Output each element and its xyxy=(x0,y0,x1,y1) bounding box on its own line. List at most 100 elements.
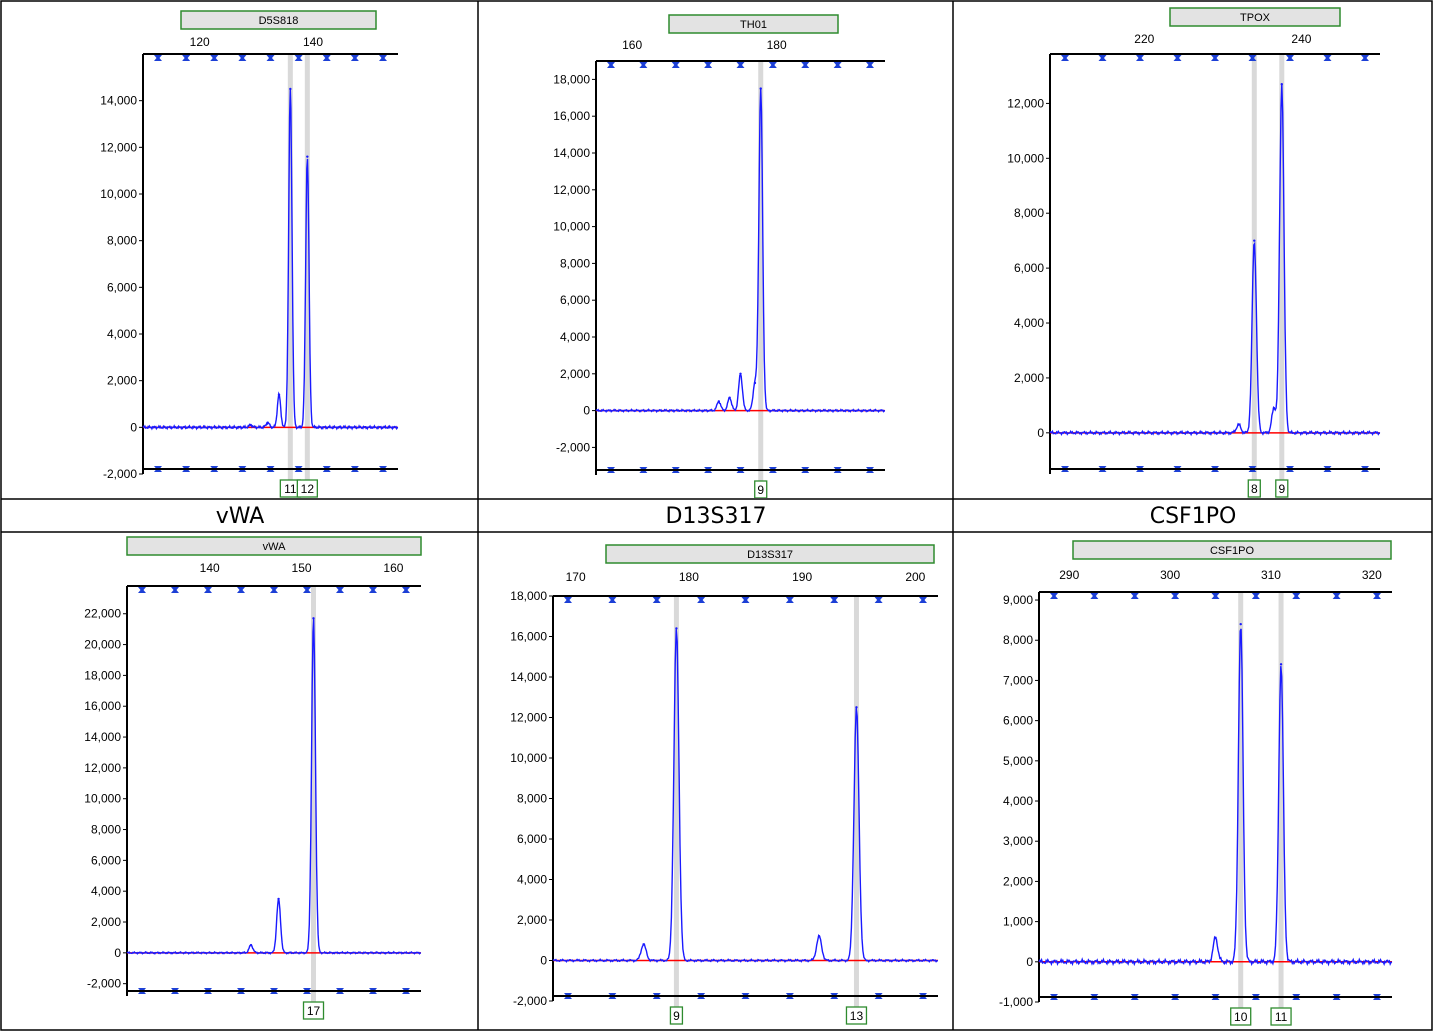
bin-marker-top xyxy=(322,55,331,61)
y-tick-label: 8,000 xyxy=(560,256,590,270)
bin-marker-top xyxy=(671,62,680,68)
peak-point xyxy=(739,372,742,375)
bin-marker-top xyxy=(564,597,572,603)
bin-marker-top xyxy=(919,597,927,603)
bin-marker-top xyxy=(303,587,311,593)
y-tick-label: 0 xyxy=(114,946,121,960)
bin-marker-top xyxy=(736,62,745,68)
allele-label: 8 xyxy=(1251,482,1258,496)
caption-vwa: vWA xyxy=(215,503,265,529)
y-tick-label: 1,000 xyxy=(1003,915,1033,929)
x-tick-label: 180 xyxy=(679,570,699,584)
signal-trace xyxy=(1038,628,1393,967)
y-tick-label: 6,000 xyxy=(1003,714,1033,728)
bin-marker-top xyxy=(608,597,617,603)
bin-marker-top xyxy=(138,587,146,593)
bin-marker-top xyxy=(171,587,179,593)
bin-marker-top xyxy=(704,62,713,68)
peak-point xyxy=(855,706,858,709)
signal-trace xyxy=(1049,84,1381,437)
bin-marker-top xyxy=(294,55,303,61)
bin-marker-top xyxy=(1090,593,1099,599)
x-tick-label: 160 xyxy=(383,561,403,575)
bin-marker-top xyxy=(204,587,212,593)
y-tick-label: 2,000 xyxy=(517,913,547,927)
marker-header xyxy=(180,10,377,30)
bin-marker-top xyxy=(830,597,839,603)
allele-bin xyxy=(758,61,764,481)
y-tick-label: 14,000 xyxy=(553,146,590,160)
bin-marker-top xyxy=(1292,593,1301,599)
bin-marker-top xyxy=(270,587,278,593)
allele-label-box xyxy=(1230,1007,1252,1026)
bin-marker-top xyxy=(1171,593,1180,599)
peak-point xyxy=(675,627,678,630)
marker-name: TPOX xyxy=(1240,12,1271,24)
bin-marker-top xyxy=(1136,55,1144,61)
allele-label-box xyxy=(754,480,768,498)
marker-header xyxy=(1072,540,1392,560)
y-tick-label: 6,000 xyxy=(560,293,590,307)
y-tick-label: 14,000 xyxy=(510,670,547,684)
y-tick-label: 6,000 xyxy=(91,853,121,867)
y-tick-label: 12,000 xyxy=(510,711,547,725)
peak-point xyxy=(266,421,269,424)
bin-marker-top xyxy=(1286,55,1294,61)
bin-marker-top xyxy=(1373,593,1381,599)
bin-marker-top xyxy=(697,597,706,603)
y-tick-label: 9,000 xyxy=(1003,593,1033,607)
peak-point xyxy=(817,935,821,938)
bin-marker-top xyxy=(266,55,275,61)
marker-header xyxy=(126,536,422,556)
allele-label-box xyxy=(1275,479,1289,498)
y-tick-label: 6,000 xyxy=(107,280,137,294)
y-tick-label: 2,000 xyxy=(107,374,137,388)
y-tick-label: 16,000 xyxy=(84,699,121,713)
allele-label: 9 xyxy=(1278,482,1285,496)
marker-name: D5S818 xyxy=(259,15,299,27)
allele-bin xyxy=(673,596,679,1007)
bin-marker-top xyxy=(785,597,794,603)
bin-marker-top xyxy=(866,62,874,68)
x-tick-label: 170 xyxy=(566,570,586,584)
y-tick-label: 4,000 xyxy=(517,873,547,887)
marker-name: vWA xyxy=(263,541,286,553)
marker-header xyxy=(1169,7,1341,27)
peak-point xyxy=(249,943,253,947)
x-tick-label: 320 xyxy=(1362,568,1382,582)
y-tick-label: 8,000 xyxy=(1014,206,1044,220)
caption-d13s317: D13S317 xyxy=(665,503,767,529)
bin-marker-top xyxy=(639,62,648,68)
peak-point xyxy=(277,393,281,396)
allele-bin xyxy=(304,54,310,480)
marker-header xyxy=(605,544,935,564)
x-tick-label: 240 xyxy=(1291,32,1311,46)
x-tick-label: 300 xyxy=(1160,568,1180,582)
bin-marker-top xyxy=(1211,593,1220,599)
peak-point xyxy=(1237,423,1240,426)
allele-label: 9 xyxy=(757,483,764,497)
y-tick-label: 0 xyxy=(1026,955,1033,969)
y-tick-label: -2,000 xyxy=(87,977,121,991)
bin-marker-top xyxy=(768,62,777,68)
y-tick-label: 7,000 xyxy=(1003,673,1033,687)
bin-marker-top xyxy=(741,597,750,603)
y-tick-label: 4,000 xyxy=(560,330,590,344)
y-tick-label: -1,000 xyxy=(999,995,1033,1009)
allele-label: 9 xyxy=(673,1009,680,1023)
y-tick-label: 5,000 xyxy=(1003,754,1033,768)
y-tick-label: -2,000 xyxy=(103,467,137,481)
y-tick-label: 12,000 xyxy=(553,183,590,197)
allele-label-box xyxy=(669,1006,684,1025)
y-tick-label: 6,000 xyxy=(517,832,547,846)
peak-point xyxy=(1272,406,1276,410)
bin-marker-top xyxy=(182,55,191,61)
allele-label-box xyxy=(296,479,318,498)
y-tick-label: 10,000 xyxy=(510,751,547,765)
y-tick-label: 0 xyxy=(1037,426,1044,440)
bin-marker-top xyxy=(1050,593,1058,599)
peak-point xyxy=(728,396,731,399)
peak-point xyxy=(642,943,645,946)
allele-bin xyxy=(311,586,317,1002)
allele-bin xyxy=(1251,54,1257,480)
